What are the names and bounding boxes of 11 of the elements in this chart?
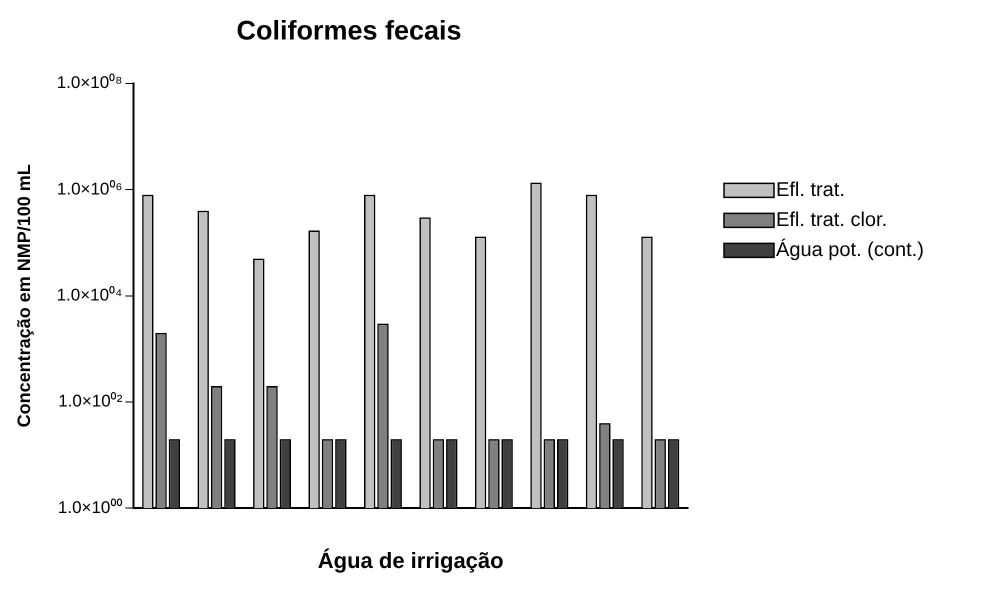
y-tick-label: 1.0×10⁰⁸ xyxy=(56,73,122,92)
legend-label: Efl. trat. clor. xyxy=(776,208,888,231)
y-axis-title: Concentração em NMP/100 mL xyxy=(14,164,34,428)
chart-title: Coliformes fecais xyxy=(236,16,462,46)
x-axis-title: Água de irrigação xyxy=(318,548,504,573)
y-tick-label: 1.0×10⁰⁰ xyxy=(58,498,122,517)
legend-label: Água pot. (cont.) xyxy=(776,238,924,261)
legend-label: Efl. trat. xyxy=(776,178,845,201)
y-tick-label: 1.0×10⁰² xyxy=(58,392,123,411)
y-tick-label: 1.0×10⁰⁶ xyxy=(56,179,122,198)
y-tick-label: 1.0×10⁰⁴ xyxy=(56,285,122,304)
